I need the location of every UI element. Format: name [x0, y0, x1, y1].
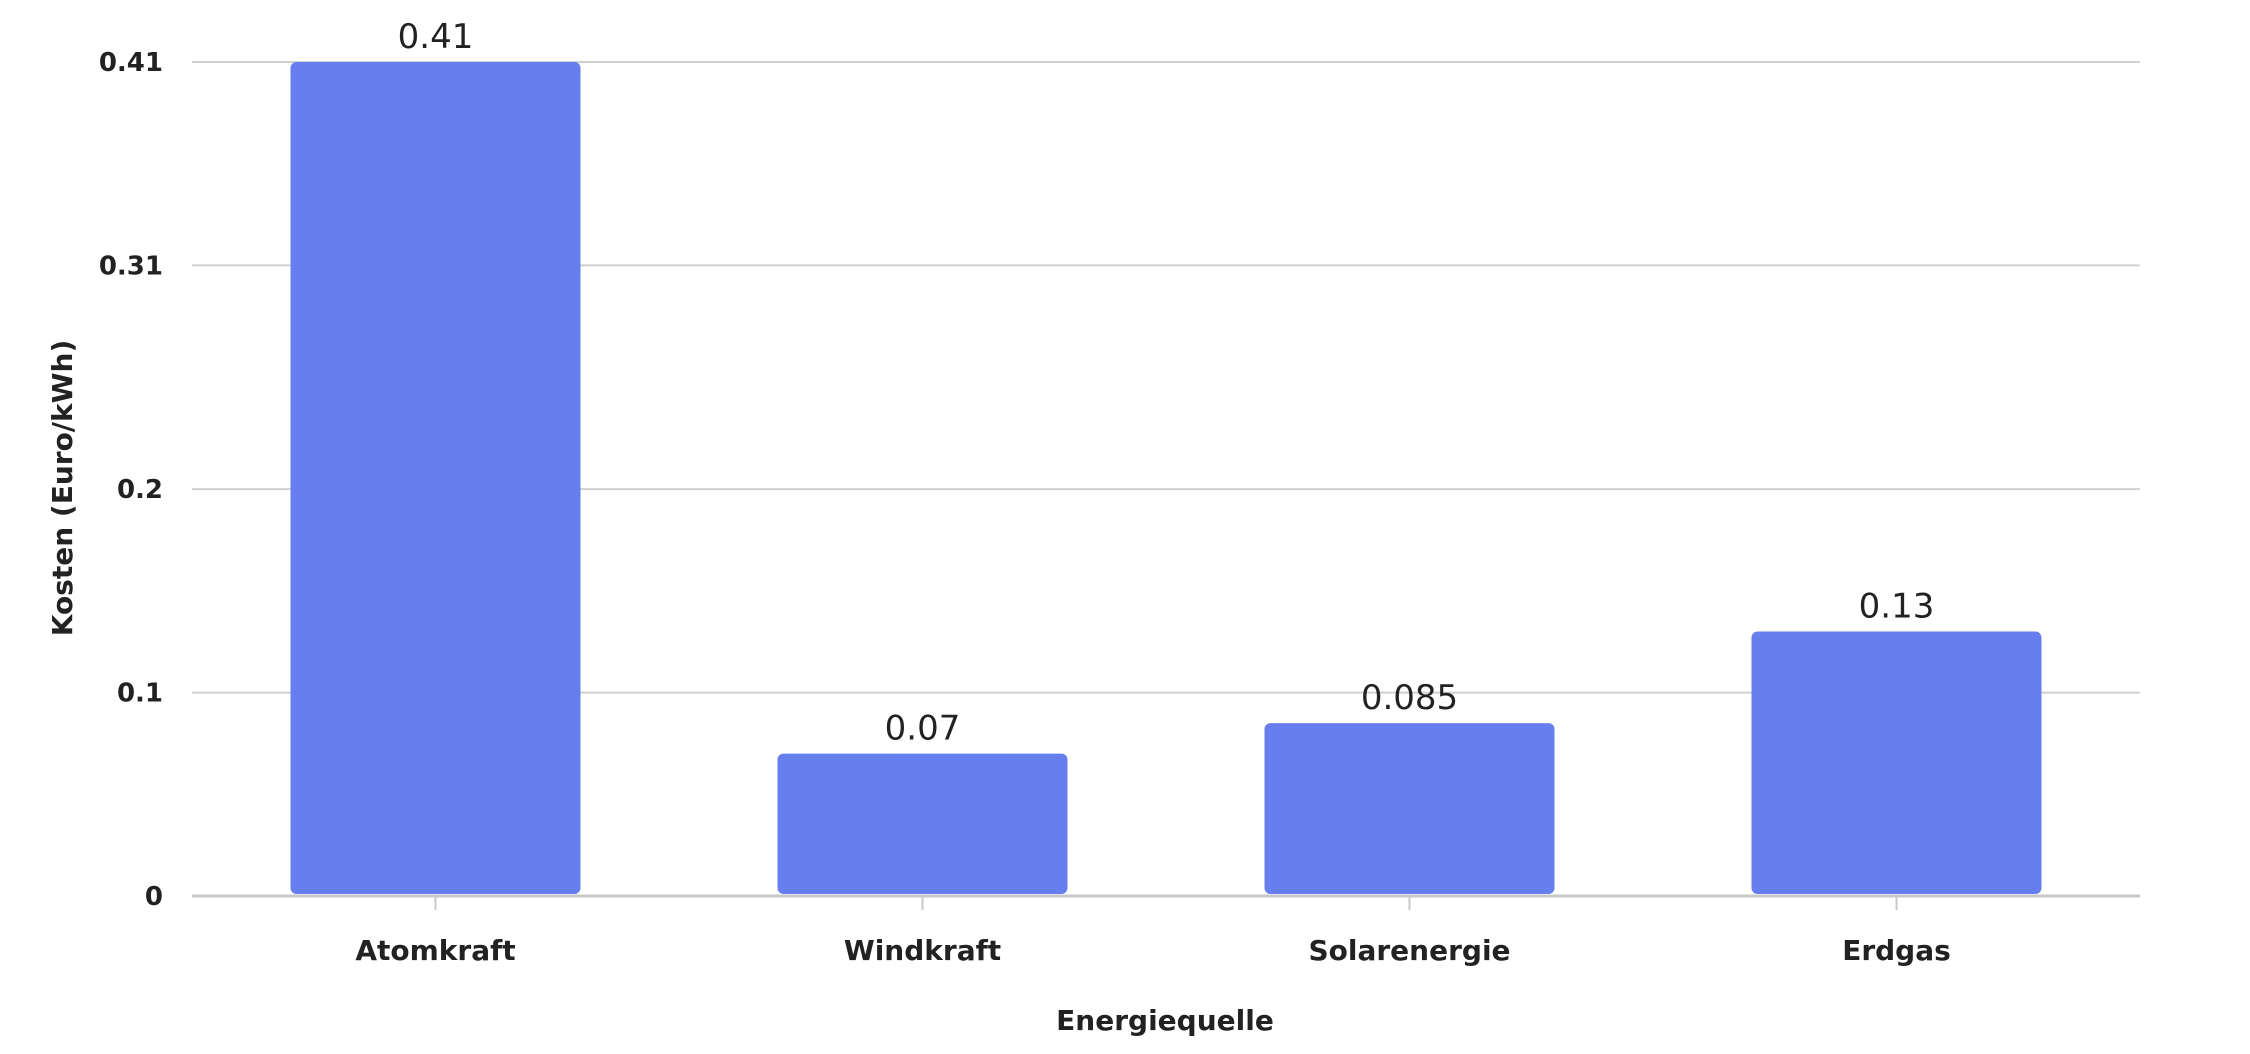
x-tick-label: Erdgas	[1842, 934, 1951, 967]
data-label: 0.41	[398, 17, 474, 57]
value-labels: 0.41 0.07 0.085 0.13	[398, 17, 1935, 749]
data-label: 0.07	[885, 709, 961, 749]
bars	[290, 62, 2042, 894]
bar-atomkraft	[290, 62, 581, 894]
x-tick-label: Solarenergie	[1308, 934, 1510, 967]
bar-erdgas	[1751, 631, 2042, 894]
x-axis	[192, 894, 2140, 910]
x-axis-title: Energiequelle	[1056, 1004, 1274, 1037]
x-tick-labels: Atomkraft Windkraft Solarenergie Erdgas	[355, 934, 1950, 967]
y-tick-label: 0.2	[117, 475, 163, 505]
y-tick-label: 0.1	[117, 679, 163, 709]
x-tick-label: Windkraft	[844, 934, 1001, 967]
y-tick-label: 0.41	[99, 48, 163, 78]
x-tick-label: Atomkraft	[355, 934, 515, 967]
bar-windkraft	[777, 753, 1068, 894]
y-tick-label: 0	[145, 882, 163, 912]
y-tick-labels: 0 0.1 0.2 0.31 0.41	[99, 48, 163, 912]
data-label: 0.13	[1859, 587, 1935, 627]
data-label: 0.085	[1361, 678, 1458, 718]
bar-solarenergie	[1264, 723, 1555, 894]
y-tick-label: 0.31	[99, 251, 163, 281]
y-axis-title: Kosten (Euro/kWh)	[46, 340, 79, 637]
